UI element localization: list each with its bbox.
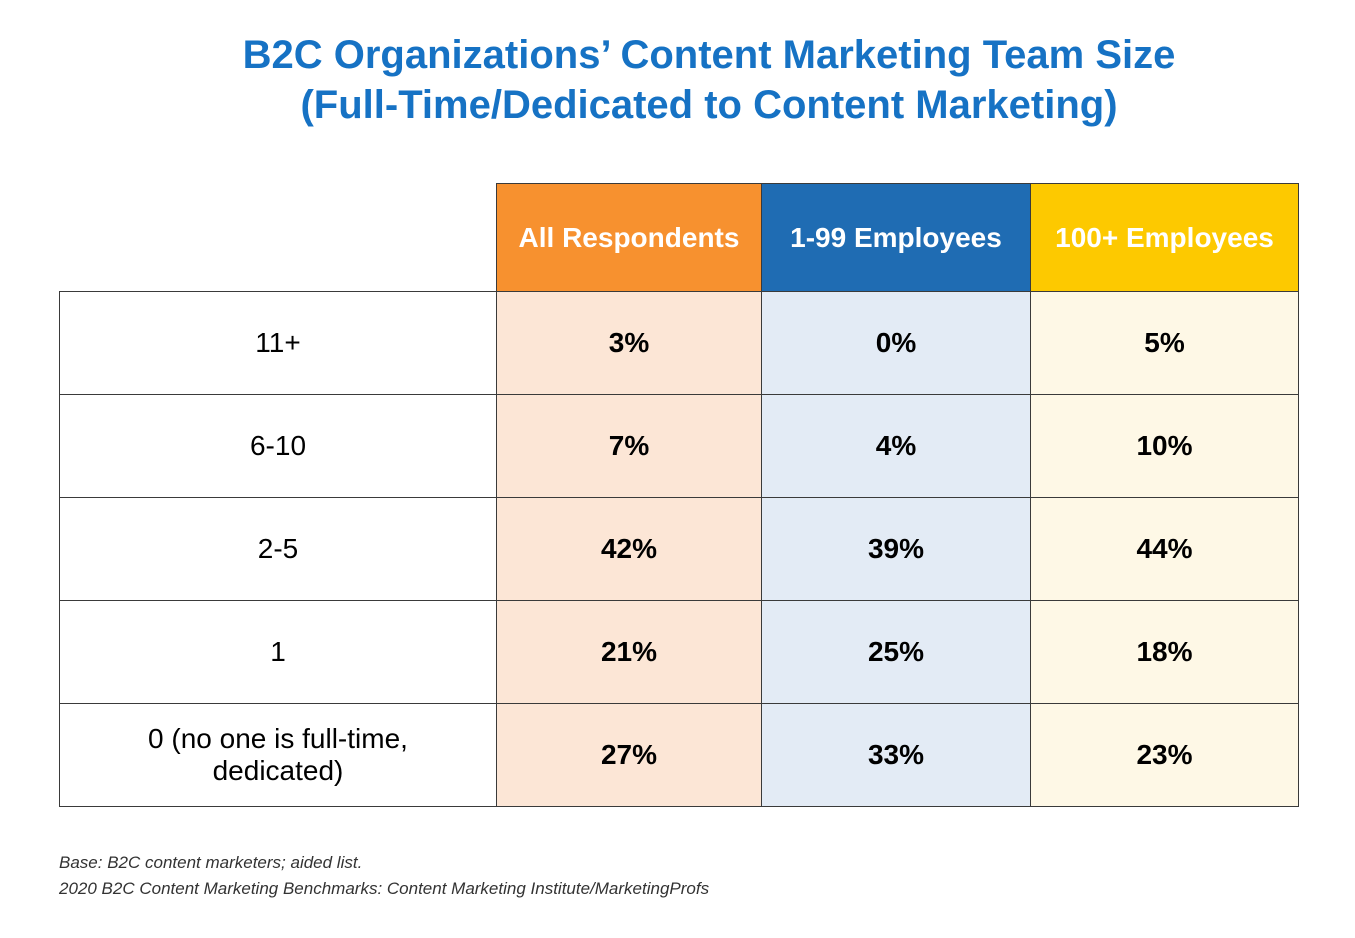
header-row: All Respondents 1-99 Employees 100+ Employ…: [60, 183, 1299, 292]
row-label-4: 0 (no one is full-time, dedicated): [59, 703, 497, 807]
value-cell: 7%: [496, 394, 762, 498]
value-cell: 25%: [761, 600, 1031, 704]
value-cell: 23%: [1030, 703, 1299, 807]
value-cell: 18%: [1030, 600, 1299, 704]
column-header-0: All Respondents: [496, 183, 762, 292]
value-cell: 42%: [496, 497, 762, 601]
value-cell: 10%: [1030, 394, 1299, 498]
value-cell: 4%: [761, 394, 1031, 498]
value-cell: 0%: [761, 291, 1031, 395]
chart-title-line-2: (Full-Time/Dedicated to Content Marketin…: [300, 83, 1118, 127]
footnote: Base: B2C content marketers; aided list.…: [59, 850, 709, 902]
value-cell: 33%: [761, 703, 1031, 807]
row-label-0: 11+: [59, 291, 497, 395]
value-cell: 27%: [496, 703, 762, 807]
value-cell: 39%: [761, 497, 1031, 601]
chart-title-line-1: B2C Organizations’ Content Marketing Tea…: [242, 33, 1176, 77]
row-label-3: 1: [59, 600, 497, 704]
footnote-base: Base: B2C content marketers; aided list.: [59, 853, 363, 872]
table-row: 6-10 7% 4% 10%: [59, 394, 1299, 498]
chart-title: B2C Organizations’ Content Marketing Tea…: [0, 30, 1355, 130]
row-label-1: 6-10: [59, 394, 497, 498]
value-cell: 21%: [496, 600, 762, 704]
table-row: 11+ 3% 0% 5%: [59, 291, 1299, 395]
value-cell: 5%: [1030, 291, 1299, 395]
value-cell: 44%: [1030, 497, 1299, 601]
table-row: 0 (no one is full-time, dedicated) 27% 33% 2…: [59, 703, 1299, 807]
column-header-2: 100+ Employees: [1030, 183, 1299, 292]
table-row: 1 21% 25% 18%: [59, 600, 1299, 704]
row-label-2: 2-5: [59, 497, 497, 601]
row-label-line: dedicated): [212, 755, 344, 786]
footnote-source: 2020 B2C Content Marketing Benchmarks: C…: [59, 879, 710, 898]
column-header-1: 1-99 Employees: [761, 183, 1031, 292]
row-label-line: 0 (no one is full-time,: [148, 723, 408, 754]
value-cell: 3%: [496, 291, 762, 395]
team-size-table: All Respondents 1-99 Employees 100+ Employ…: [59, 183, 1299, 807]
table-row: 2-5 42% 39% 44%: [59, 497, 1299, 601]
header-blank-cell: [60, 184, 497, 292]
